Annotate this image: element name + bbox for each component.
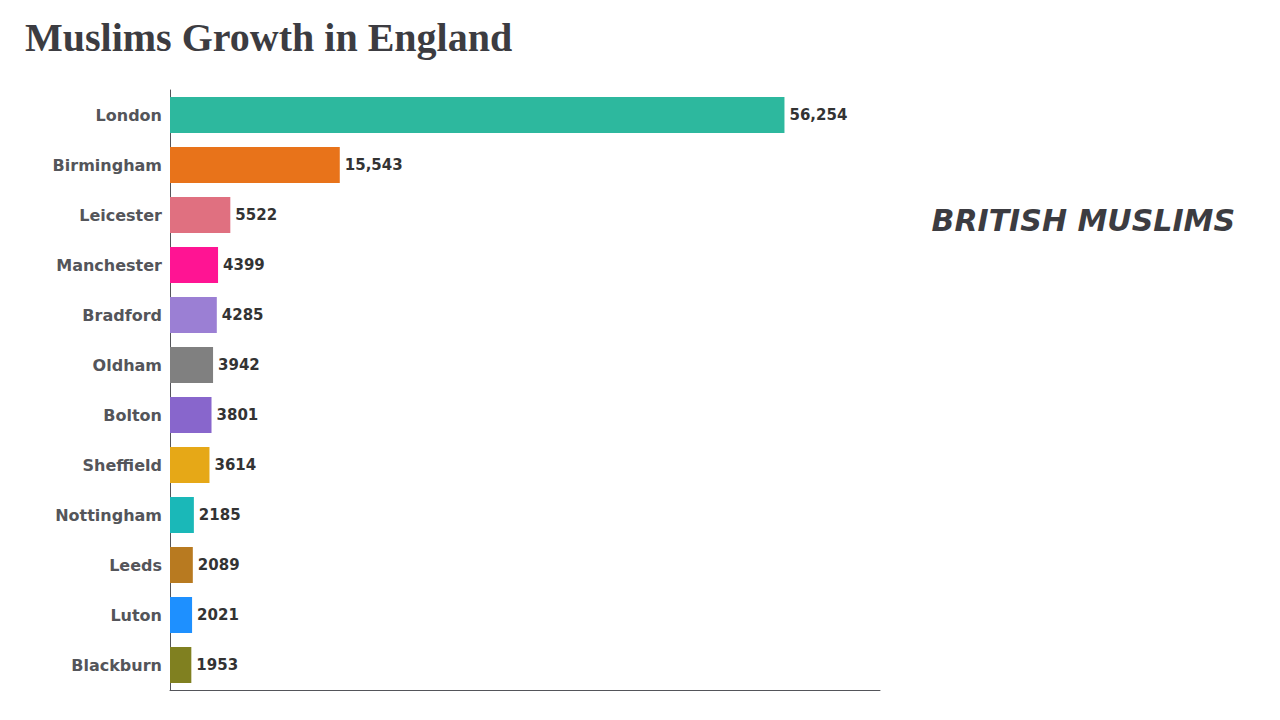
svg-text:Sheffield: Sheffield — [83, 456, 162, 475]
svg-text:56,254: 56,254 — [789, 106, 847, 124]
svg-text:Nottingham: Nottingham — [55, 506, 162, 525]
svg-text:2021: 2021 — [197, 606, 239, 624]
svg-text:Luton: Luton — [110, 606, 162, 625]
svg-text:1953: 1953 — [196, 656, 238, 674]
svg-text:4399: 4399 — [223, 256, 265, 274]
svg-text:Manchester: Manchester — [56, 256, 162, 275]
svg-text:3614: 3614 — [214, 456, 256, 474]
svg-text:2185: 2185 — [199, 506, 241, 524]
svg-text:2089: 2089 — [198, 556, 240, 574]
svg-text:BRITISH MUSLIMS: BRITISH MUSLIMS — [932, 203, 1235, 238]
svg-text:Muslims Growth in England: Muslims Growth in England — [25, 15, 512, 60]
svg-text:Bradford: Bradford — [82, 306, 162, 325]
svg-text:5522: 5522 — [235, 206, 277, 224]
svg-text:3801: 3801 — [217, 406, 259, 424]
svg-text:Leeds: Leeds — [109, 556, 162, 575]
svg-text:15,543: 15,543 — [345, 156, 403, 174]
svg-text:Birmingham: Birmingham — [53, 156, 162, 175]
svg-text:Oldham: Oldham — [93, 356, 162, 375]
svg-text:Leicester: Leicester — [79, 206, 162, 225]
svg-text:London: London — [96, 106, 162, 125]
svg-text:Bolton: Bolton — [103, 406, 162, 425]
svg-text:3942: 3942 — [218, 356, 260, 374]
svg-text:4285: 4285 — [222, 306, 264, 324]
svg-text:Blackburn: Blackburn — [71, 656, 162, 675]
